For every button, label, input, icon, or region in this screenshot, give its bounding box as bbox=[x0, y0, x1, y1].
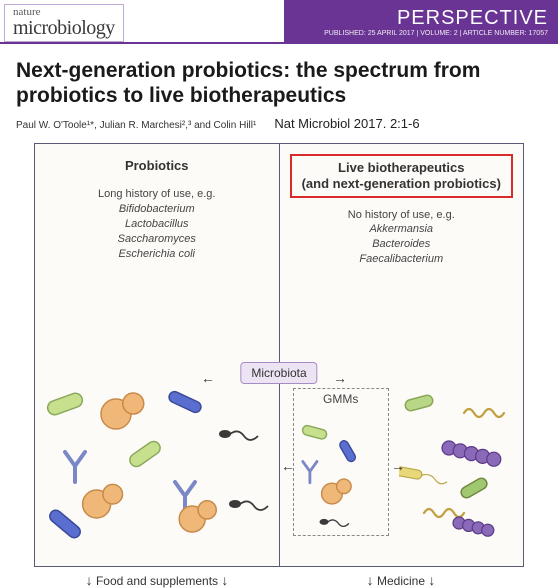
publication-meta: PUBLISHED: 25 APRIL 2017 | VOLUME: 2 | A… bbox=[324, 30, 548, 37]
down-arrow-icon: ↓ bbox=[221, 572, 228, 588]
figure-frame: Probiotics Long history of use, e.g. Bif… bbox=[34, 143, 524, 567]
genus-item: Faecalibacterium bbox=[288, 252, 516, 267]
citation: Nat Microbiol 2017. 2:1-6 bbox=[274, 116, 419, 131]
bottom-right-label: ↓ Medicine ↓ bbox=[279, 572, 523, 588]
down-arrow-icon: ↓ bbox=[86, 572, 93, 588]
biotherapeutics-intro: No history of use, e.g. bbox=[348, 209, 455, 221]
genus-item: Bifidobacterium bbox=[43, 202, 271, 217]
gmm-arrow-left-icon: ← bbox=[281, 458, 295, 474]
microbes-left-canvas bbox=[35, 384, 275, 544]
genus-item: Saccharomyces bbox=[43, 232, 271, 247]
probiotics-intro: Long history of use, e.g. bbox=[98, 188, 215, 200]
medicine-label: Medicine bbox=[377, 574, 425, 588]
bottom-left-label: ↓ Food and supplements ↓ bbox=[35, 572, 279, 588]
journal-name-bottom: microbiology bbox=[13, 18, 115, 38]
genus-item: Escherichia coli bbox=[43, 247, 271, 262]
probiotics-header: Probiotics bbox=[43, 154, 271, 177]
authors-row: Paul W. O'Toole¹*, Julian R. Marchesi²,³… bbox=[0, 114, 558, 139]
genus-item: Lactobacillus bbox=[43, 217, 271, 232]
down-arrow-icon: ↓ bbox=[428, 572, 435, 588]
down-arrow-icon: ↓ bbox=[367, 572, 374, 588]
journal-logo: nature microbiology bbox=[4, 4, 124, 42]
microbes-far-right-canvas bbox=[399, 388, 517, 546]
authors: Paul W. O'Toole¹*, Julian R. Marchesi²,³… bbox=[16, 120, 256, 131]
header-line2: (and next-generation probiotics) bbox=[302, 176, 501, 191]
section-label: PERSPECTIVE bbox=[324, 7, 548, 30]
gmm-label: GMMs bbox=[323, 392, 358, 406]
section-block: PERSPECTIVE PUBLISHED: 25 APRIL 2017 | V… bbox=[284, 0, 558, 42]
gmm-box bbox=[293, 388, 389, 536]
gmm-arrow-right-icon: → bbox=[391, 458, 405, 474]
arrow-left-icon: ← bbox=[201, 370, 215, 386]
genus-item: Akkermansia bbox=[288, 222, 516, 237]
biotherapeutics-header: Live biotherapeutics (and next-generatio… bbox=[290, 154, 514, 197]
probiotics-column: Probiotics Long history of use, e.g. Bif… bbox=[35, 144, 280, 566]
genus-item: Bacteroides bbox=[288, 237, 516, 252]
article-title: Next-generation probiotics: the spectrum… bbox=[0, 44, 558, 114]
microbiota-badge: Microbiota bbox=[240, 362, 317, 384]
arrow-right-icon: → bbox=[333, 370, 347, 386]
bottom-labels: ↓ Food and supplements ↓ ↓ Medicine ↓ bbox=[35, 572, 523, 588]
probiotics-desc: Long history of use, e.g. Bifidobacteriu… bbox=[43, 187, 271, 261]
biotherapeutics-desc: No history of use, e.g. Akkermansia Bact… bbox=[288, 208, 516, 267]
journal-header: nature microbiology PERSPECTIVE PUBLISHE… bbox=[0, 0, 558, 44]
food-label: Food and supplements bbox=[96, 574, 218, 588]
header-line1: Live biotherapeutics bbox=[338, 160, 464, 175]
